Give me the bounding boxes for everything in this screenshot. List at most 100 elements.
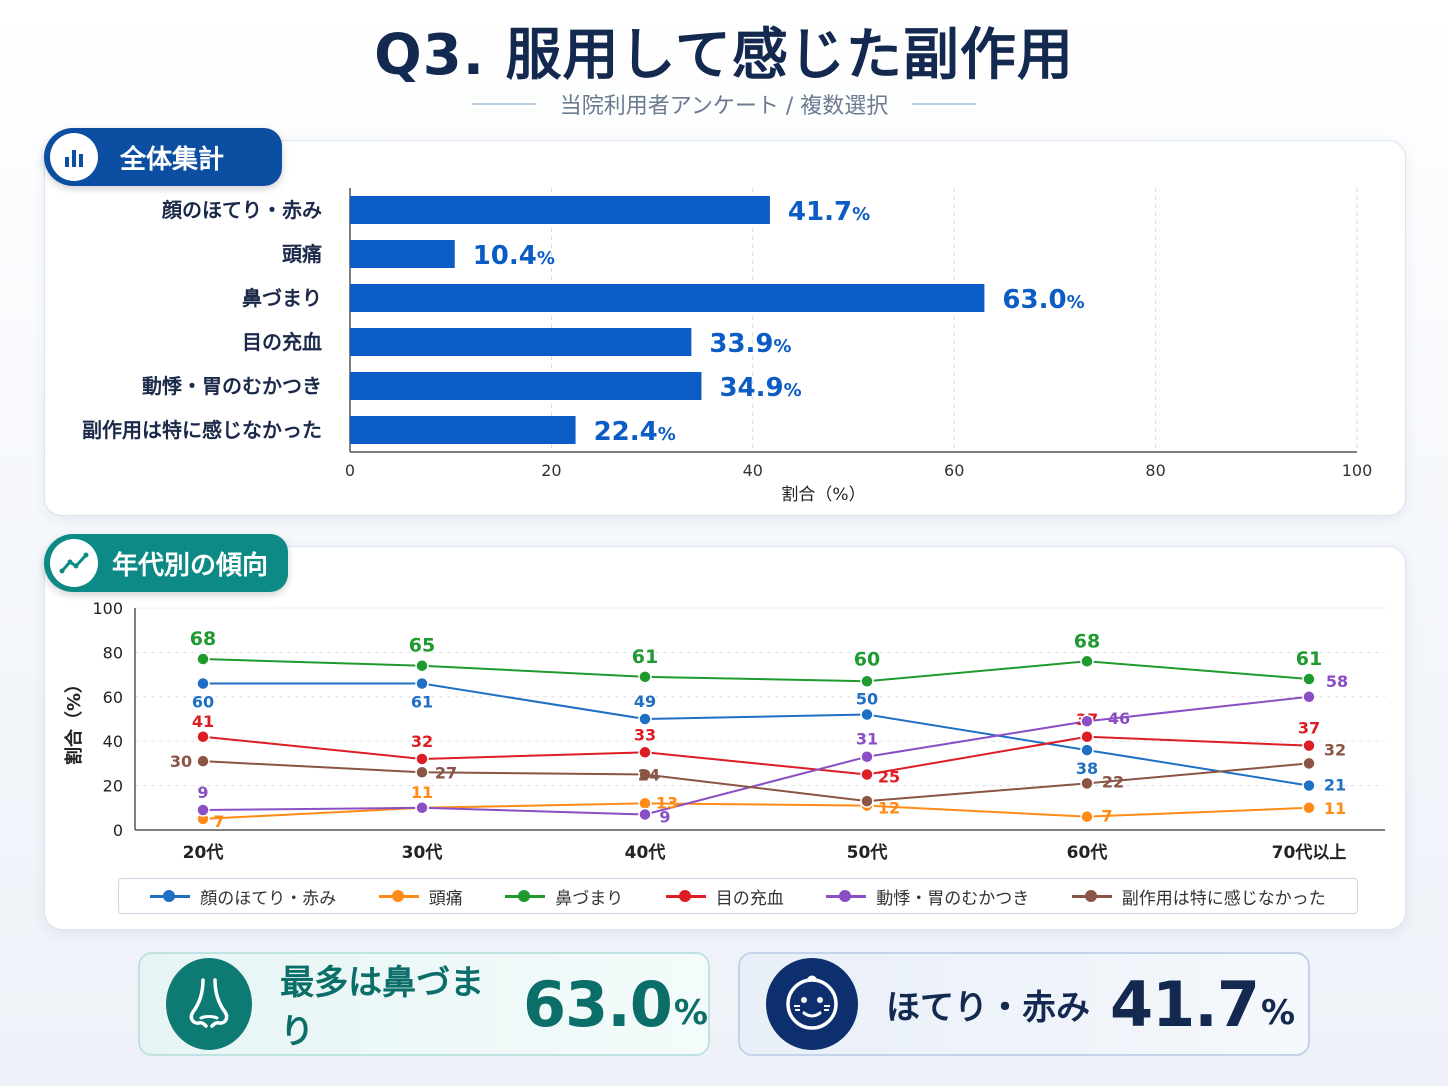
nose-icon — [166, 958, 253, 1050]
data-point — [1302, 672, 1316, 686]
age-trend-line-chart: 0 20 40 60 80 100 割合（%） 20代 30代 40代 50代 60代 70代以上 60 6… — [63, 599, 1385, 863]
flushing-card: ほてり・赤み 41.7 % — [738, 952, 1310, 1056]
legend-swatch-dot — [518, 890, 531, 902]
legend-swatch — [665, 890, 706, 902]
data-label: 60 — [192, 692, 214, 711]
subtitle-divider-right — [912, 103, 977, 105]
data-point — [638, 712, 652, 726]
data-label: 32 — [1324, 740, 1346, 759]
subtitle-row: 当院利用者アンケート / 複数選択 — [0, 88, 1448, 120]
data-label: 41 — [192, 712, 214, 731]
bar — [350, 372, 702, 400]
data-label: 60 — [854, 648, 880, 670]
data-label: 61 — [1296, 648, 1322, 670]
data-label: 61 — [632, 646, 658, 668]
legend-label: 鼻づまり — [555, 888, 624, 909]
data-point — [1080, 776, 1094, 791]
data-label: 21 — [1324, 776, 1346, 795]
data-label: 27 — [435, 763, 457, 782]
data-point — [1080, 743, 1094, 757]
data-label: 58 — [1326, 672, 1348, 691]
data-point — [860, 707, 874, 722]
data-label: 13 — [656, 793, 678, 812]
top-symptom-card: 最多は鼻づまり 63.0 % — [138, 952, 710, 1056]
age-trend-panel — [44, 546, 1406, 930]
y-tick-label: 20 — [103, 777, 123, 796]
data-point — [1302, 738, 1316, 753]
data-point — [196, 803, 210, 817]
x-tick-label: 20 — [541, 461, 561, 480]
flushing-value: 41.7 — [1110, 967, 1260, 1041]
data-point — [415, 752, 429, 766]
data-label: 25 — [878, 768, 900, 787]
bar-value-label: 41.7% — [788, 197, 870, 227]
legend-item: 頭痛 — [378, 884, 463, 909]
data-point — [1302, 778, 1316, 793]
legend-swatch — [1071, 890, 1112, 902]
legend-label: 副作用は特に感じなかった — [1121, 888, 1326, 909]
data-label: 11 — [1324, 799, 1346, 818]
data-point — [860, 794, 874, 808]
legend-swatch — [505, 890, 546, 902]
series-line — [202, 695, 1310, 816]
data-point — [415, 658, 429, 673]
overall-tab-label: 全体集計 — [120, 144, 225, 175]
legend-item: 鼻づまり — [505, 884, 623, 909]
overall-bar-chart: 0 20 40 60 80 100 割合（%） 顔のほてり・赤み 41.7% 頭痛 10.4% 鼻づま… — [82, 188, 1372, 505]
top-symptom-label: 最多は鼻づまり — [280, 963, 485, 1052]
series-line — [203, 682, 1310, 787]
legend-swatch-dot — [1084, 890, 1097, 902]
bar-value-label: 33.9% — [709, 329, 791, 359]
age-trend-tab: 年代別の傾向 — [44, 534, 288, 592]
data-label: 9 — [197, 783, 208, 802]
bar-category-label: 動悸・胃のむかつき — [142, 374, 322, 398]
y-tick-label: 60 — [103, 688, 123, 707]
bar-value-label: 10.4% — [473, 241, 555, 271]
x-tick-label: 0 — [345, 461, 355, 480]
y-tick-label: 0 — [113, 821, 123, 840]
legend-swatch-dot — [678, 890, 691, 902]
bar-value-label: 63.0% — [1002, 285, 1084, 315]
data-point — [638, 796, 652, 811]
data-point — [1302, 690, 1316, 704]
x-tick-label: 80 — [1145, 461, 1165, 480]
bar-value-label: 34.9% — [719, 373, 801, 403]
legend-swatch — [150, 890, 191, 902]
flushed-face-icon — [766, 958, 858, 1050]
legend-item: 副作用は特に感じなかった — [1071, 884, 1326, 909]
data-label: 46 — [1108, 709, 1130, 728]
legend-label: 顔のほてり・赤み — [200, 888, 337, 909]
age-trend-tab-label: 年代別の傾向 — [112, 550, 269, 581]
legend-item: 顔のほてり・赤み — [150, 884, 336, 909]
data-label: 49 — [634, 692, 656, 711]
bar-category-label: 頭痛 — [282, 242, 322, 266]
bar-chart-icon — [50, 133, 98, 181]
data-label: 11 — [411, 783, 433, 802]
y-tick-label: 80 — [103, 643, 123, 662]
data-point — [1080, 714, 1094, 728]
page-title: Q3. 服用して感じた副作用 — [374, 23, 1074, 88]
flushing-unit: % — [1260, 993, 1296, 1033]
data-point — [415, 801, 429, 815]
legend-swatch — [826, 890, 867, 902]
y-tick-label: 40 — [103, 732, 123, 751]
data-point — [638, 745, 652, 760]
data-point — [415, 765, 429, 780]
bar-category-label: 副作用は特に感じなかった — [82, 418, 322, 442]
x-tick-label: 40 — [743, 461, 763, 480]
data-point — [860, 749, 874, 764]
legend-label: 頭痛 — [428, 888, 463, 909]
overall-tab: 全体集計 — [44, 128, 282, 186]
data-point — [1080, 809, 1094, 824]
data-point — [638, 670, 652, 684]
data-point — [638, 807, 652, 822]
legend-item: 目の充血 — [665, 884, 784, 909]
bar — [350, 328, 692, 356]
series-line — [202, 760, 1310, 803]
series-line — [202, 658, 1310, 683]
data-label: 32 — [411, 732, 433, 751]
data-point — [1080, 730, 1094, 744]
legend-item: 動悸・胃のむかつき — [826, 884, 1029, 909]
x-tick-label: 60 — [944, 461, 964, 480]
legend-label: 目の充血 — [715, 888, 784, 909]
